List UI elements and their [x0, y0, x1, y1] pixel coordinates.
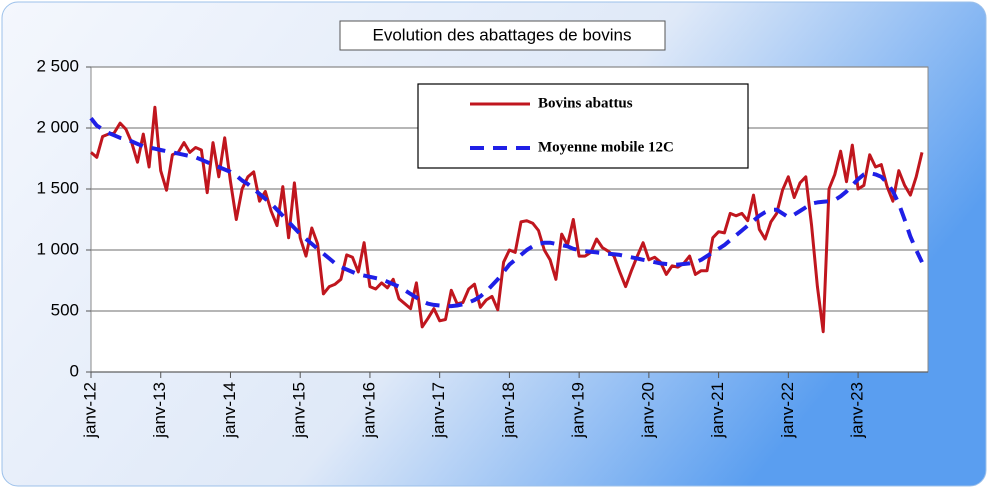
y-tick-label: 1 500: [36, 178, 79, 197]
x-tick-label: janv-16: [359, 382, 378, 439]
x-tick-label: janv-22: [778, 382, 797, 439]
legend-label: Bovins abattus: [538, 95, 633, 111]
x-tick-label: janv-12: [80, 382, 99, 439]
x-tick-label: janv-14: [220, 382, 239, 439]
y-tick-label: 1 000: [36, 239, 79, 258]
y-tick-label: 2 500: [36, 56, 79, 75]
series-line: [90, 105, 924, 334]
chart-title: Evolution des abattages de bovins: [373, 25, 632, 44]
legend: [417, 83, 749, 169]
x-tick-label: janv-18: [499, 382, 518, 439]
y-tick-label: 0: [70, 361, 79, 380]
x-tick-label: janv-17: [429, 382, 448, 439]
x-tick-label: janv-19: [569, 382, 588, 439]
legend-label: Moyenne mobile 12C: [538, 139, 674, 155]
series-line: [89, 116, 924, 309]
x-tick-label: janv-13: [150, 382, 169, 439]
x-tick-label: janv-20: [638, 382, 657, 439]
x-tick-label: janv-15: [290, 382, 309, 439]
title-box: [339, 20, 666, 51]
y-tick-label: 2 000: [36, 117, 79, 136]
x-tick-label: janv-23: [848, 382, 867, 439]
x-tick-label: janv-21: [708, 382, 727, 439]
y-tick-label: 500: [51, 300, 79, 319]
